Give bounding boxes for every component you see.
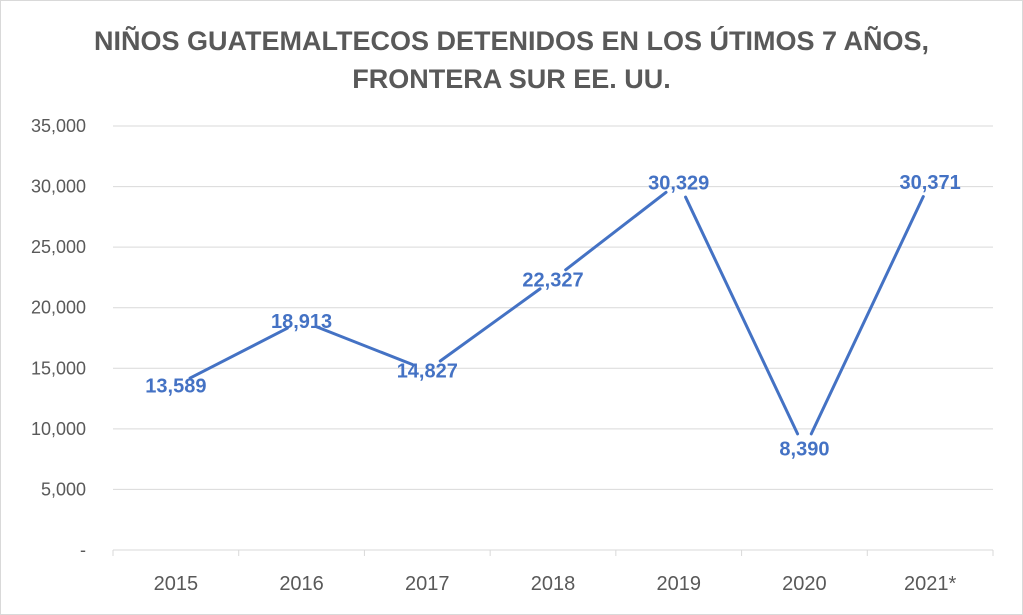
x-tick-label: 2021* [904, 573, 956, 595]
x-tick-label: 2017 [405, 573, 450, 595]
x-tick-label: 2015 [154, 573, 199, 595]
data-label: 14,827 [397, 360, 458, 382]
series-line-segment [809, 195, 925, 436]
data-label: 22,327 [522, 270, 583, 292]
y-tick-label: 10,000 [31, 419, 86, 439]
y-tick-label: 30,000 [31, 177, 86, 197]
series-line-segment [564, 190, 668, 272]
series-line-segment [314, 325, 414, 367]
data-label: 30,371 [900, 172, 961, 194]
chart-title: NIÑOS GUATEMALTECOS DETENIDOS EN LOS ÚTI… [0, 22, 1023, 98]
series-line-segment [438, 287, 542, 363]
x-tick-label: 2019 [656, 573, 701, 595]
chart-title-line-2: FRONTERA SUR EE. UU. [352, 64, 671, 94]
data-label: 30,329 [648, 173, 709, 195]
data-label: 18,913 [271, 311, 332, 333]
series-line-segment [188, 326, 289, 380]
y-tick-label: - [80, 540, 86, 560]
y-tick-label: 25,000 [31, 237, 86, 257]
y-tick-label: 5,000 [41, 479, 86, 499]
y-tick-label: 15,000 [31, 358, 86, 378]
data-label: 13,589 [145, 375, 206, 397]
series-line-segment [684, 195, 800, 436]
data-label: 8,390 [779, 438, 829, 460]
x-tick-label: 2016 [279, 573, 324, 595]
chart-title-line-1: NIÑOS GUATEMALTECOS DETENIDOS EN LOS ÚTI… [93, 26, 930, 56]
y-tick-label: 20,000 [31, 298, 86, 318]
x-tick-label: 2018 [531, 573, 576, 595]
x-tick-label: 2020 [782, 573, 827, 595]
y-tick-label: 35,000 [31, 116, 86, 136]
